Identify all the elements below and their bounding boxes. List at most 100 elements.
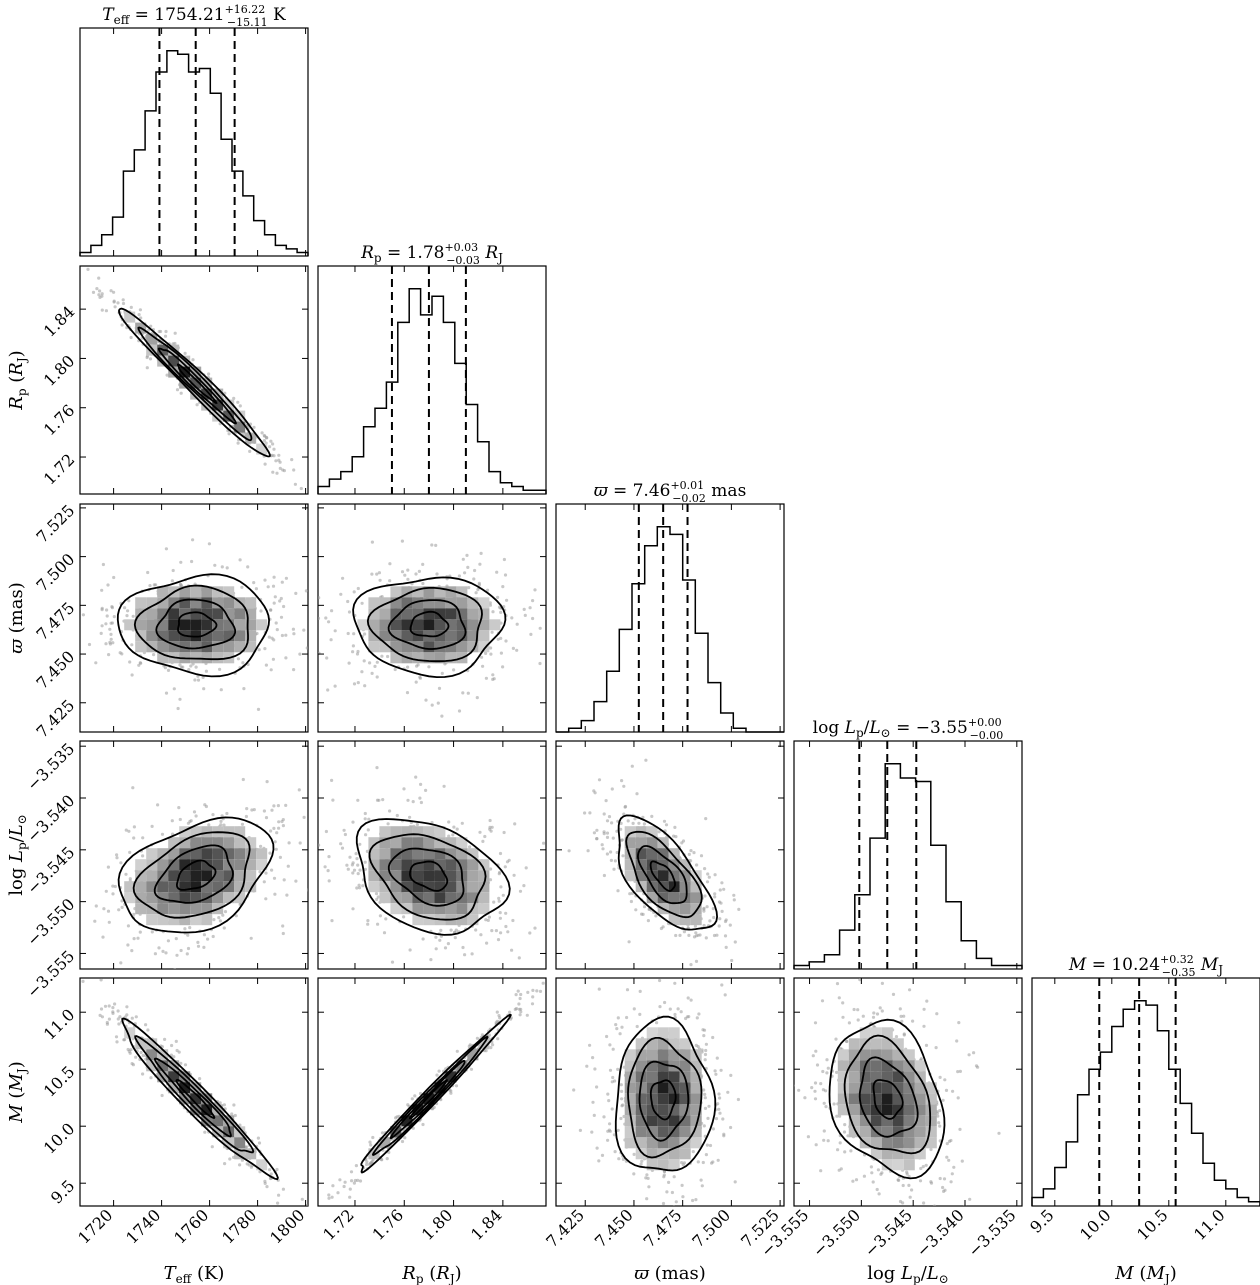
- scatter-point: [365, 1160, 369, 1164]
- scatter-point: [264, 897, 268, 901]
- scatter-point: [234, 914, 238, 918]
- contour-level: [175, 859, 217, 891]
- scatter-point: [421, 1122, 425, 1127]
- scatter-point: [938, 1109, 942, 1113]
- title-part: T: [102, 5, 115, 25]
- title-part: = −3.55: [891, 718, 968, 738]
- scatter-point: [207, 542, 211, 546]
- density-cell: [624, 1082, 636, 1094]
- scatter-point: [630, 764, 634, 768]
- density-cell: [870, 1148, 882, 1160]
- scatter-point: [99, 1007, 104, 1011]
- scatter-point: [346, 867, 350, 871]
- scatter-point: [726, 1090, 730, 1094]
- scatter-point: [225, 811, 229, 816]
- scatter-point: [435, 1073, 439, 1077]
- scatter-point: [264, 871, 268, 875]
- scatter-point: [105, 1022, 109, 1026]
- scatter-point: [421, 937, 425, 941]
- scatter-point: [272, 804, 276, 808]
- scatter-point: [504, 639, 508, 643]
- density-cell: [390, 1126, 402, 1138]
- scatter-point: [910, 1188, 914, 1192]
- density-cell: [190, 870, 202, 882]
- scatter-point: [941, 1098, 945, 1102]
- density-cell: [624, 1049, 636, 1061]
- density-cell: [892, 1049, 904, 1061]
- scatter-point: [267, 635, 271, 639]
- scatter-point: [222, 1103, 226, 1107]
- scatter-point: [619, 1116, 623, 1121]
- scatter-point: [496, 637, 500, 641]
- density-cell: [401, 597, 413, 609]
- density-cell: [668, 1137, 680, 1149]
- scatter-point: [264, 663, 268, 667]
- scatter-point: [680, 1183, 684, 1187]
- density-cell: [190, 597, 202, 609]
- scatter-point: [281, 931, 285, 936]
- scatter-point: [449, 928, 453, 932]
- scatter-point: [968, 1197, 972, 1201]
- density-cell: [903, 1104, 915, 1116]
- scatter-point: [116, 1009, 120, 1013]
- density-cell: [401, 826, 413, 838]
- scatter-point: [466, 691, 470, 695]
- density-cell: [201, 608, 213, 620]
- scatter-point: [126, 924, 130, 928]
- scatter-point: [223, 910, 228, 914]
- scatter-point: [936, 1114, 940, 1118]
- density-cell: [234, 608, 246, 620]
- density-cell: [256, 443, 268, 455]
- density-cell: [234, 892, 246, 904]
- scatter-point: [499, 885, 503, 889]
- scatter-point: [439, 928, 443, 933]
- scatter-point: [714, 1072, 718, 1076]
- scatter-point: [116, 1017, 120, 1021]
- scatter-point: [591, 1100, 595, 1104]
- scatter-point: [178, 817, 182, 822]
- density-cell: [124, 881, 136, 893]
- scatter-point: [474, 928, 478, 932]
- scatter-point: [111, 884, 115, 888]
- density-cell: [412, 903, 424, 915]
- scatter-point: [610, 1080, 614, 1084]
- title-part: p: [856, 726, 864, 740]
- density-cell: [870, 1060, 882, 1072]
- density-cell: [190, 881, 202, 893]
- density-cell: [190, 848, 202, 860]
- density-cell: [379, 608, 391, 620]
- density-cell: [157, 630, 169, 642]
- scatter-point: [101, 935, 105, 939]
- density-cell: [368, 608, 380, 620]
- scatter-point: [156, 803, 160, 807]
- density-cell: [445, 848, 457, 860]
- scatter-point: [517, 956, 521, 960]
- scatter-point: [932, 1204, 937, 1206]
- scatter-point: [600, 843, 604, 847]
- scatter-point: [65, 984, 68, 987]
- scatter-point: [268, 1168, 272, 1172]
- scatter-point: [259, 844, 263, 849]
- density-cell: [837, 1060, 849, 1072]
- density-cell: [368, 597, 380, 609]
- scatter-point: [701, 1028, 705, 1032]
- scatter-point: [330, 609, 334, 613]
- scatter-point: [170, 1043, 174, 1048]
- density-cell: [456, 630, 468, 642]
- scatter-point: [305, 646, 308, 650]
- scatter-point: [273, 595, 277, 599]
- density-cell: [859, 1093, 871, 1105]
- scatter-point: [548, 963, 551, 966]
- density-cell: [245, 870, 257, 882]
- scatter-point: [354, 852, 358, 856]
- scatter-point: [495, 1010, 499, 1014]
- scatter-point: [639, 1162, 643, 1166]
- scatter-point: [114, 1035, 119, 1039]
- density-cell: [390, 652, 402, 664]
- scatter-point: [487, 1033, 491, 1037]
- density-cell: [646, 1049, 658, 1061]
- scatter-point: [347, 610, 352, 614]
- scatter-point: [277, 826, 281, 830]
- scatter-point: [270, 636, 274, 640]
- scatter-point: [130, 643, 134, 647]
